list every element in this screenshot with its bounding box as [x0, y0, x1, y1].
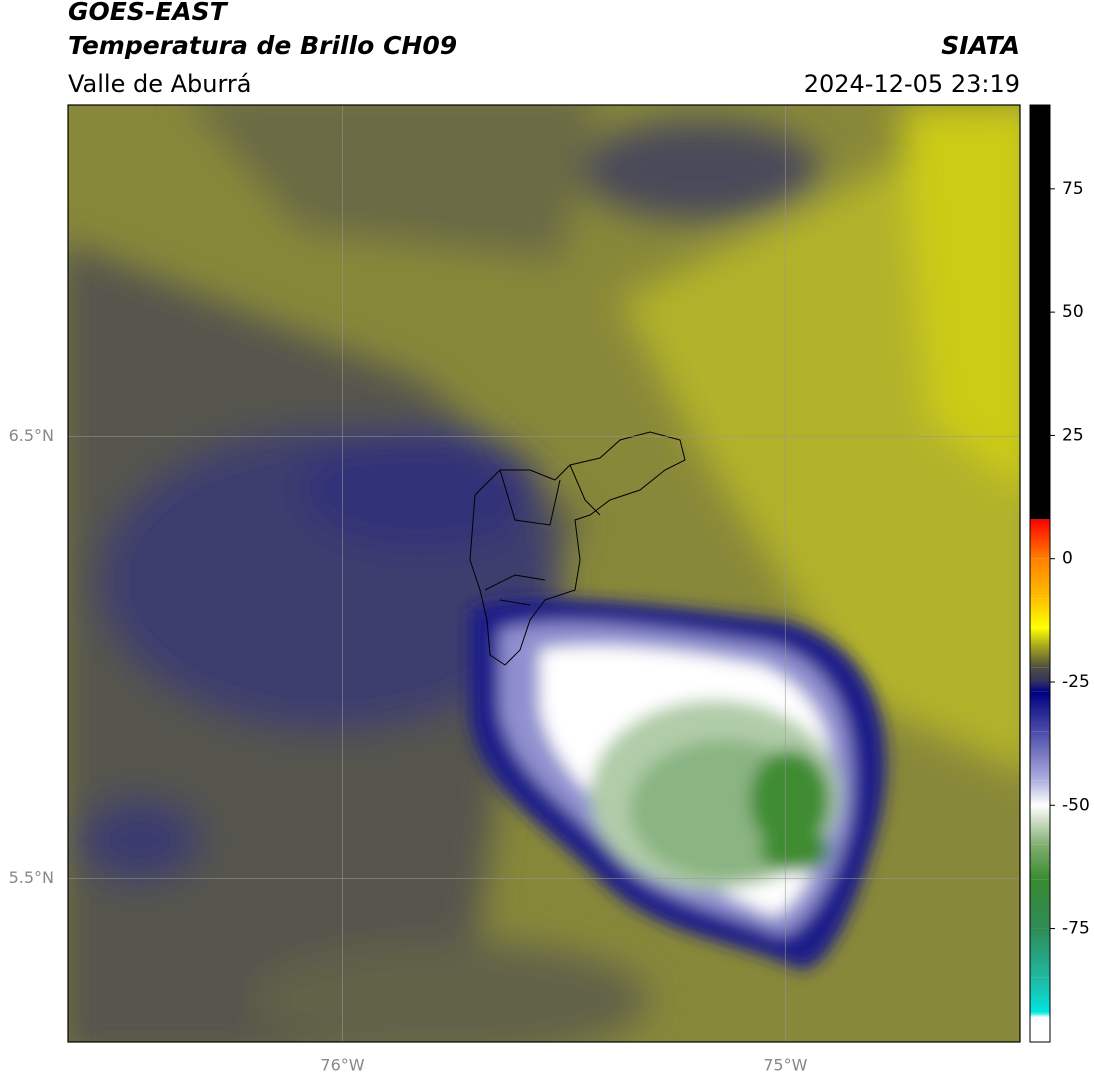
region: Valle de Aburrá — [68, 70, 252, 98]
colorbar-band — [1030, 780, 1050, 806]
title: GOES-EAST — [68, 0, 229, 26]
colorbar-band — [1030, 731, 1050, 781]
colorbar-tick-label: 0 — [1062, 549, 1073, 569]
y-tick-label: 5.5°N — [9, 868, 54, 887]
colorbar-frame — [1029, 104, 1051, 1043]
colorbar-tick-label: -75 — [1062, 919, 1090, 939]
colorbar-band — [1030, 879, 1050, 929]
colorbar-band — [1030, 691, 1050, 732]
colorbar-band — [1030, 977, 1050, 1013]
colorbar-tick-label: -25 — [1062, 672, 1090, 692]
colorbar-band — [1030, 627, 1050, 648]
colorbar-band — [1030, 928, 1050, 978]
colorbar-band — [1030, 805, 1050, 845]
colorbar-tick-label: -50 — [1062, 795, 1090, 815]
y-tick-label: 6.5°N — [9, 426, 54, 445]
colorbar-tick-label: 75 — [1062, 179, 1084, 199]
colorbar-band — [1030, 519, 1050, 559]
colorbar-tick-label: 50 — [1062, 302, 1084, 322]
colorbar-band — [1030, 598, 1050, 628]
basin-outline — [469, 431, 686, 666]
map-image — [68, 105, 1020, 1042]
colorbar-band — [1030, 558, 1050, 599]
datetime: 2024-12-05 23:19 — [804, 70, 1020, 98]
colorbar-band — [1030, 1017, 1050, 1042]
colorbar-band — [1030, 681, 1050, 692]
colorbar-band — [1030, 105, 1050, 520]
colorbar-band — [1030, 1012, 1050, 1018]
colorbar-band — [1030, 667, 1050, 682]
colorbar-band — [1030, 844, 1050, 880]
source: SIATA — [941, 31, 1020, 60]
x-tick-label: 76°W — [320, 1056, 364, 1075]
map-frame — [67, 104, 1021, 1043]
subtitle: Temperatura de Brillo CH09 — [68, 31, 457, 60]
colorbar-band — [1030, 647, 1050, 668]
x-tick-label: 75°W — [763, 1056, 807, 1075]
colorbar-tick-label: 25 — [1062, 425, 1084, 445]
